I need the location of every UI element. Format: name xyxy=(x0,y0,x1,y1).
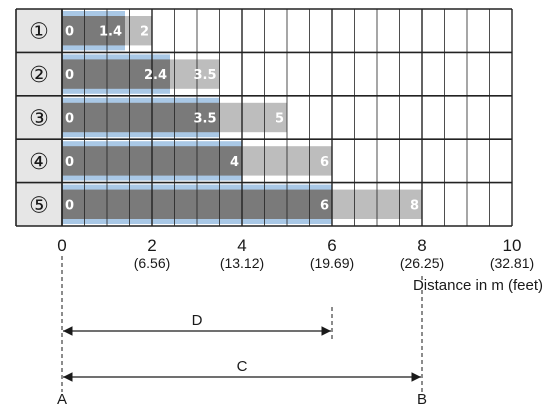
category-cell xyxy=(16,139,62,183)
x-tick-label: 6 xyxy=(327,236,336,255)
bar-dark xyxy=(62,16,125,46)
bar-value-label: 1.4 xyxy=(99,25,122,40)
bar-value-label: 5 xyxy=(275,112,284,127)
bar-value-label: 0 xyxy=(65,198,74,213)
x-tick-sublabel: (32.81) xyxy=(490,255,534,271)
bar-value-label: 2.4 xyxy=(144,68,167,83)
x-tick-sublabel: (6.56) xyxy=(134,255,171,271)
category-label: ③ xyxy=(29,107,49,132)
x-tick-sublabel: (13.12) xyxy=(220,255,264,271)
x-tick-label: 10 xyxy=(503,236,522,255)
x-tick-label: 0 xyxy=(57,236,66,255)
category-cell xyxy=(16,9,62,53)
bar-dark xyxy=(62,102,220,133)
bar-value-label: 0 xyxy=(65,155,74,170)
bar-value-label: 6 xyxy=(320,198,329,213)
category-cell xyxy=(16,95,62,140)
bar-value-label: 2 xyxy=(140,25,149,40)
x-tick-label: 4 xyxy=(237,236,246,255)
dimension-label: C xyxy=(237,358,248,375)
point-label: B xyxy=(417,391,427,407)
bar-value-label: 3.5 xyxy=(193,68,216,83)
bar-value-label: 4 xyxy=(230,155,239,170)
category-label: ② xyxy=(29,63,49,88)
point-label: A xyxy=(57,391,67,407)
x-tick-sublabel: (19.69) xyxy=(310,255,354,271)
category-label: ① xyxy=(29,20,49,45)
x-tick-sublabel: (26.25) xyxy=(400,255,444,271)
bar-value-label: 0 xyxy=(65,112,74,127)
grid xyxy=(15,8,513,227)
bar-light xyxy=(219,102,287,133)
bar-value-label: 8 xyxy=(410,198,419,213)
category-label: ④ xyxy=(29,150,49,175)
bar-value-label: 0 xyxy=(65,25,74,40)
bar-value-label: 0 xyxy=(65,68,74,83)
x-tick-label: 8 xyxy=(417,236,426,255)
x-axis-title: Distance in m (feet) xyxy=(413,277,543,294)
category-cell xyxy=(16,182,62,226)
bar-value-label: 6 xyxy=(320,155,329,170)
category-label: ⑤ xyxy=(29,193,49,218)
bar-value-label: 3.5 xyxy=(193,112,216,127)
dimension-label: D xyxy=(192,312,203,329)
category-cell xyxy=(16,52,62,96)
x-tick-label: 2 xyxy=(147,236,156,255)
bar-light xyxy=(170,59,220,89)
